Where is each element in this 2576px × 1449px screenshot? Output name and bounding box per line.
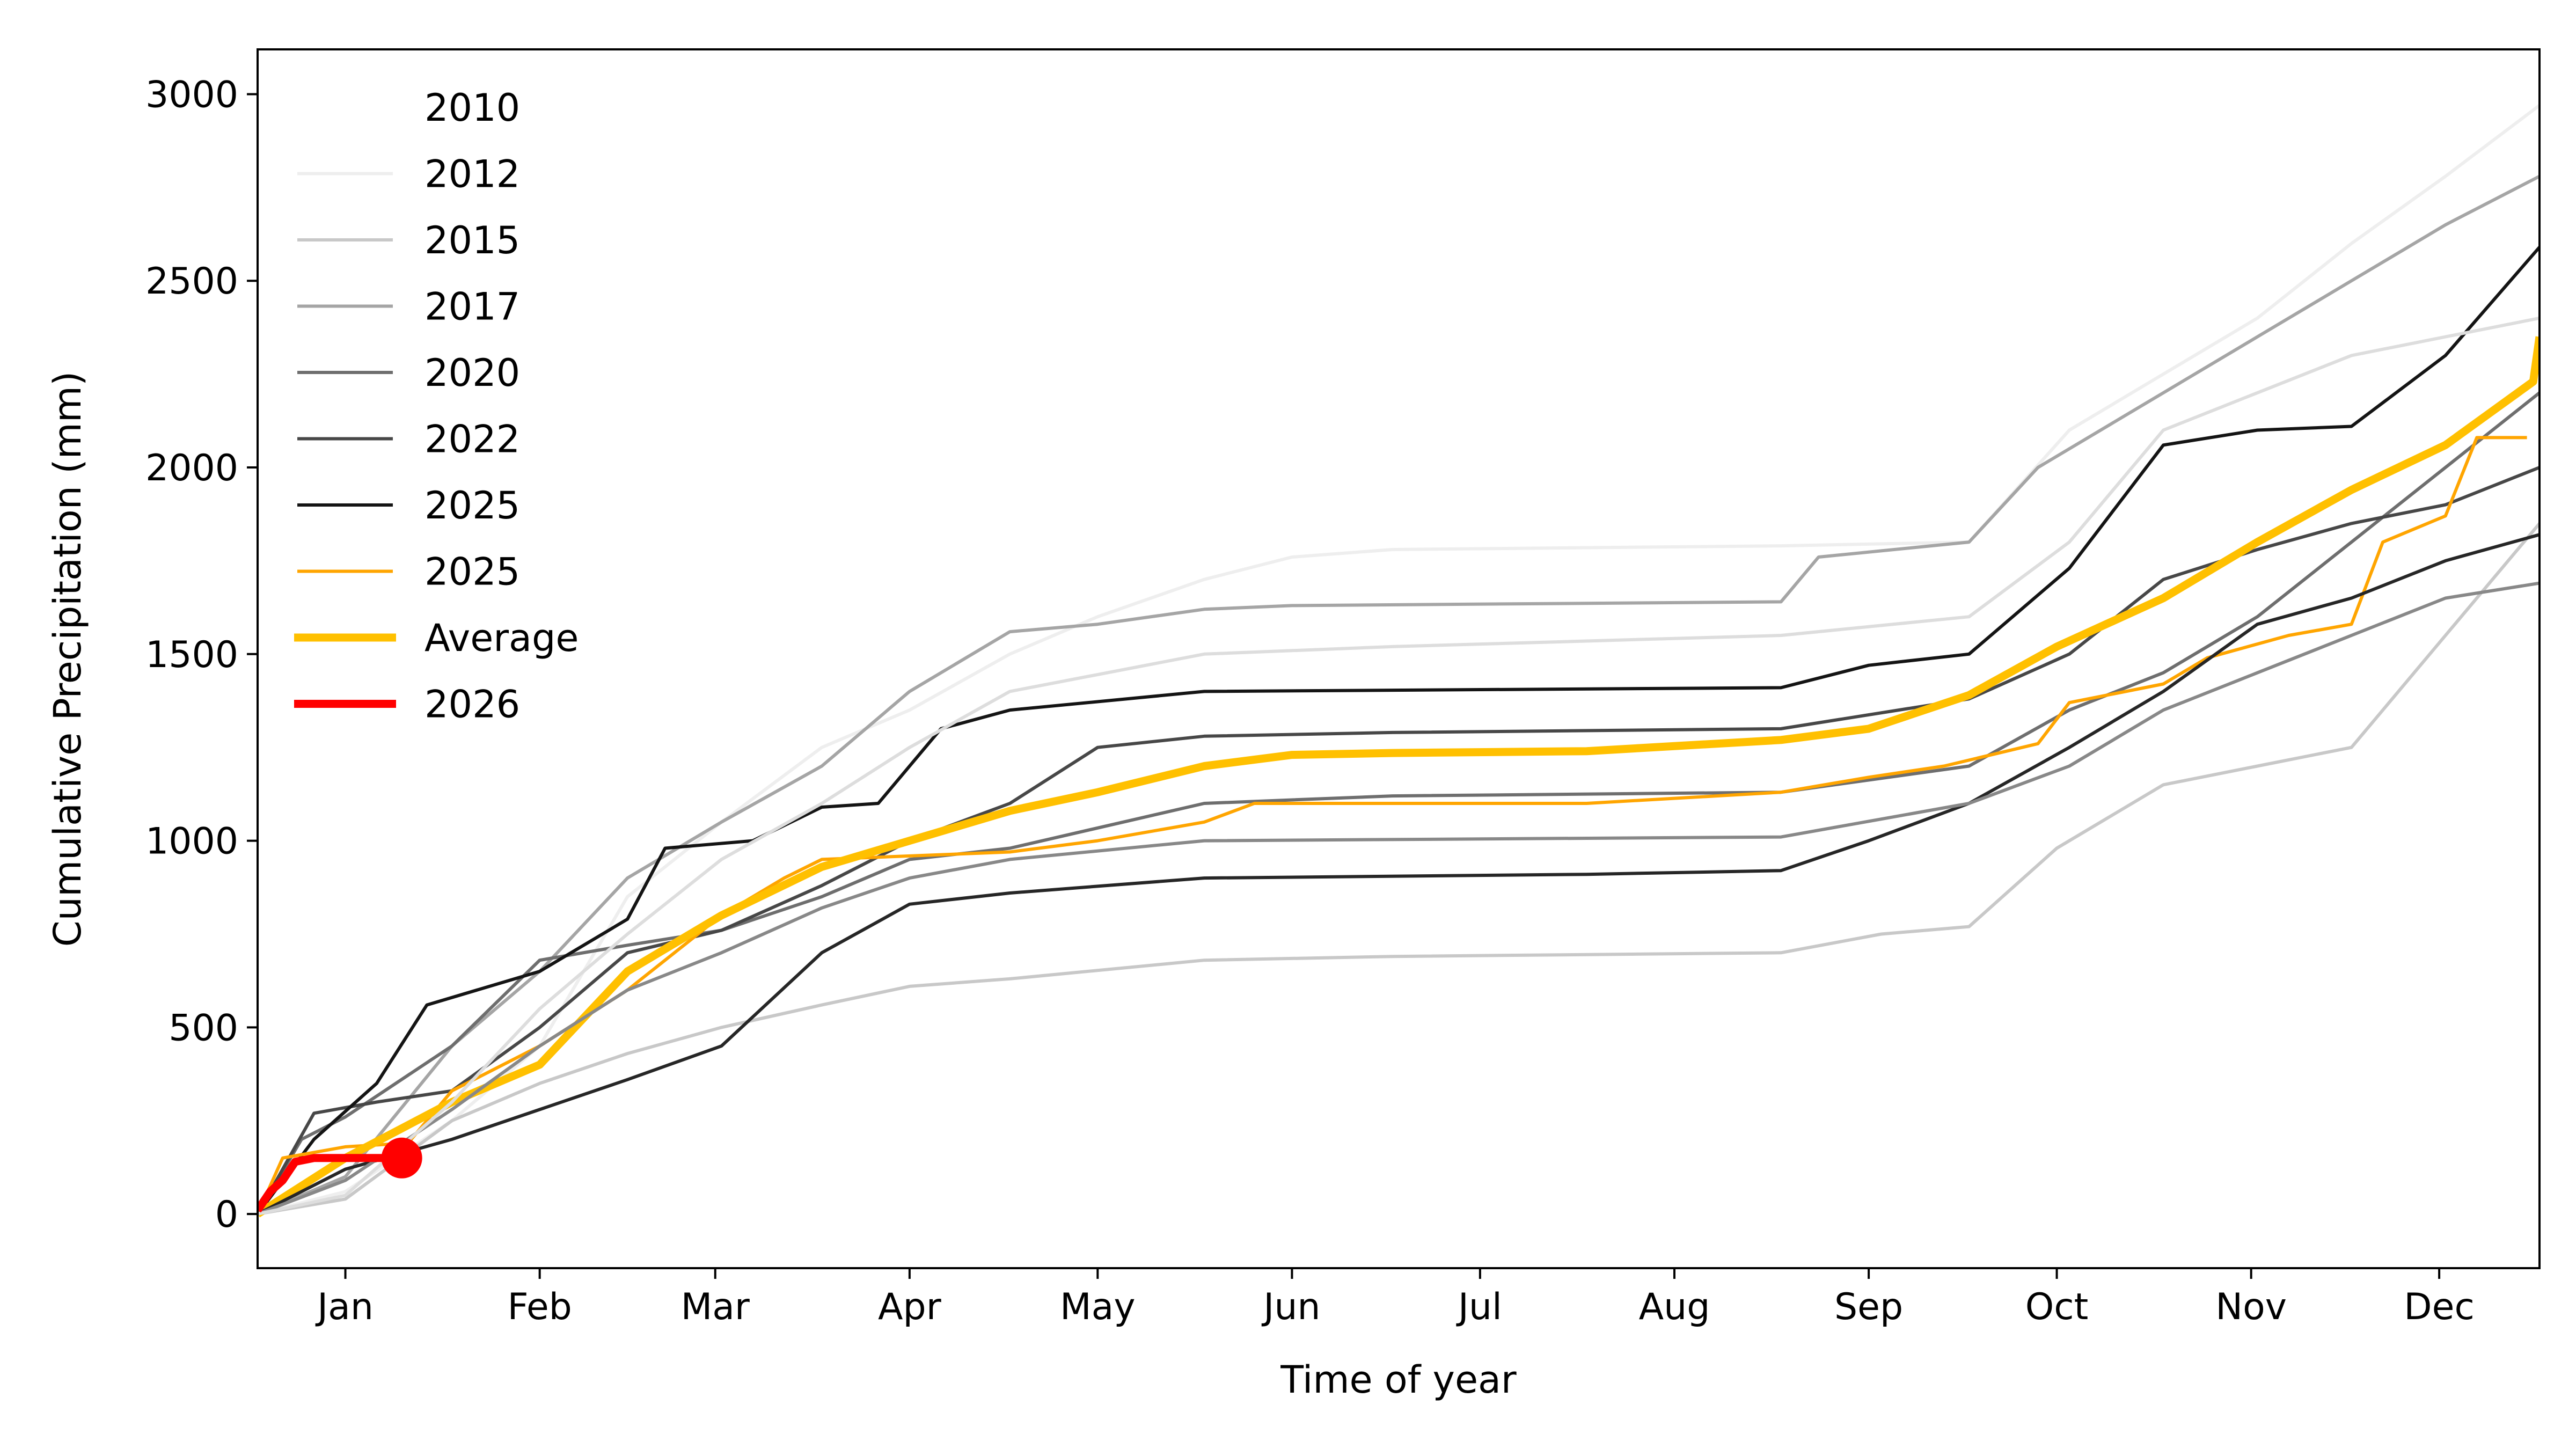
series-line-unlabeled-11 (258, 316, 2540, 1216)
legend-item-2025: 2025 (297, 484, 520, 528)
legend-label: Average (425, 616, 579, 660)
legend-item-2026: 2026 (294, 683, 520, 727)
series-line-2025-6 (258, 246, 2540, 1215)
x-tick-label: Jul (1456, 1286, 1502, 1328)
x-tick-label: Oct (2025, 1286, 2089, 1328)
y-tick-label: 500 (169, 1007, 238, 1049)
series-line-unlabeled-10 (258, 581, 2540, 1216)
legend-item-2022: 2022 (297, 418, 520, 462)
legend-item-2015: 2015 (297, 218, 520, 262)
axes-frame (257, 48, 2541, 1269)
series-line-2026-12 (258, 1154, 402, 1213)
y-tick-label: 0 (215, 1194, 238, 1236)
x-tick-label: May (1060, 1286, 1136, 1328)
x-tick-label: Nov (2215, 1286, 2287, 1328)
series-line-unlabeled-9 (258, 533, 2540, 1216)
legend-item-2020: 2020 (297, 351, 520, 395)
series-layer (258, 104, 2540, 1218)
x-axis-label: Time of year (1280, 1358, 1517, 1402)
legend-label: 2015 (425, 218, 520, 262)
series-line-2017-3 (258, 174, 2540, 1216)
series-line-2015-2 (258, 522, 2540, 1216)
legend: 2010 2012 2015 2017 2020 2022 2025 2025 Average 2… (294, 86, 579, 727)
x-axis: Jan Feb Mar Apr May Jun Jul Aug Sep Oct Nov Dec (315, 1268, 2475, 1328)
y-axis: 0 500 1000 1500 2000 2500 3000 (145, 74, 258, 1236)
x-tick-label: Mar (681, 1286, 750, 1328)
latest-value-marker (381, 1137, 422, 1179)
legend-item-2012: 2012 (297, 152, 520, 196)
legend-label: 2025 (425, 484, 520, 528)
legend-label: 2020 (425, 351, 520, 395)
y-tick-label: 1000 (145, 821, 238, 863)
legend-label: 2010 (425, 86, 520, 130)
x-tick-label: Apr (878, 1286, 941, 1328)
x-tick-label: Feb (507, 1286, 572, 1328)
series-line-average-8 (258, 336, 2540, 1218)
legend-item-average: Average (294, 616, 579, 660)
x-tick-label: Aug (1639, 1286, 1710, 1328)
x-tick-label: Dec (2404, 1286, 2475, 1328)
y-tick-label: 3000 (145, 74, 238, 116)
legend-label: 2026 (425, 683, 520, 727)
legend-item-2017: 2017 (297, 285, 520, 329)
series-line-2012-1 (258, 104, 2540, 1216)
y-tick-label: 2000 (145, 447, 238, 489)
legend-label: 2012 (425, 152, 520, 196)
y-tick-label: 1500 (145, 634, 238, 676)
legend-item-2025: 2025 (297, 550, 520, 594)
y-tick-label: 2500 (145, 260, 238, 303)
y-axis-label: Cumulative Precipitation (mm) (46, 371, 90, 947)
x-tick-label: Sep (1834, 1286, 1903, 1328)
series-line-2025-7 (258, 436, 2527, 1215)
series-line-2020-4 (258, 391, 2540, 1215)
legend-label: 2022 (425, 418, 520, 462)
legend-label: 2025 (425, 550, 520, 594)
x-tick-label: Jan (315, 1286, 374, 1328)
legend-label: 2017 (425, 285, 520, 329)
x-tick-label: Jun (1261, 1286, 1320, 1328)
legend-item-2010: 2010 (297, 86, 520, 130)
